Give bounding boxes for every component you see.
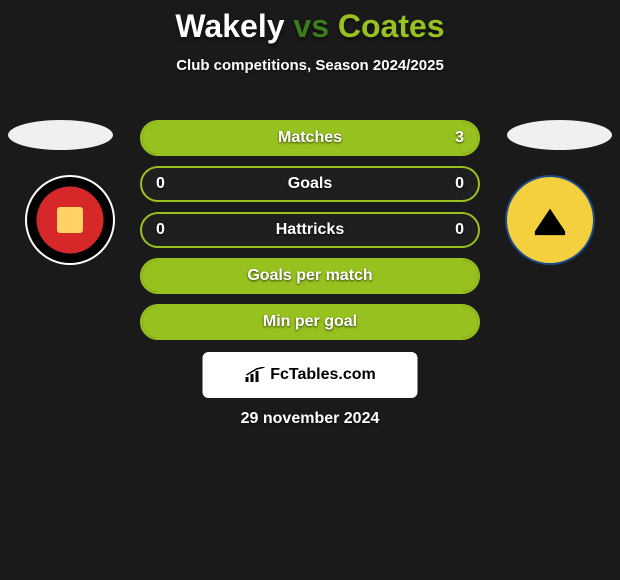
stat-row-matches: 3Matches (140, 120, 480, 156)
club-crest-right (505, 175, 595, 265)
stat-rows: 3Matches 00Goals 00Hattricks Goals per matc… (140, 120, 480, 340)
competition-subtitle: Club competitions, Season 2024/2025 (0, 57, 620, 74)
stat-label: Goals per match (142, 260, 478, 292)
stat-label: Min per goal (142, 306, 478, 338)
club-crest-left (25, 175, 115, 265)
date-text: 29 november 2024 (0, 410, 620, 428)
stat-row-goals: 00Goals (140, 166, 480, 202)
vs-text: vs (293, 8, 329, 44)
comparison-title: Wakely vs Coates (0, 0, 620, 45)
player1-name: Wakely (175, 8, 284, 44)
brand-box: FcTables.com (203, 352, 418, 398)
stat-label: Goals (142, 168, 478, 200)
brand-chart-icon (244, 367, 266, 383)
player1-photo-placeholder (8, 120, 113, 150)
stat-label: Matches (142, 122, 478, 154)
stat-label: Hattricks (142, 214, 478, 246)
player2-name: Coates (338, 8, 445, 44)
player2-photo-placeholder (507, 120, 612, 150)
stat-row-hattricks: 00Hattricks (140, 212, 480, 248)
brand-text: FcTables.com (270, 366, 376, 384)
stat-row-min_per_goal: Min per goal (140, 304, 480, 340)
stat-row-goals_per_match: Goals per match (140, 258, 480, 294)
